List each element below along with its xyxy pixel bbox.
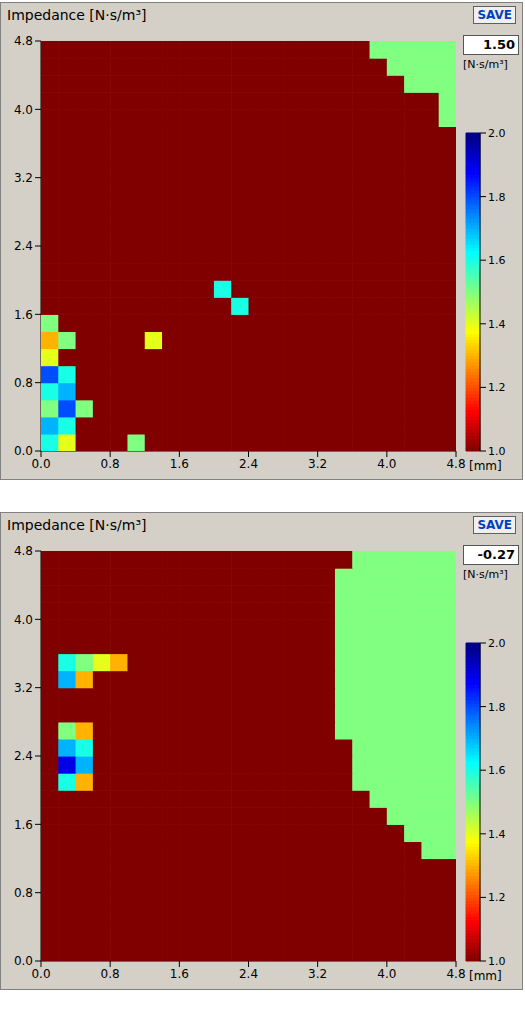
svg-text:2.4: 2.4 [239, 457, 258, 471]
svg-text:0.8: 0.8 [101, 457, 120, 471]
svg-text:0.8: 0.8 [14, 886, 33, 900]
svg-text:1.0: 1.0 [488, 445, 506, 457]
html-text:1.50: 1.50 [482, 37, 515, 52]
svg-text:2.4: 2.4 [14, 239, 33, 253]
svg-text:0.0: 0.0 [14, 954, 33, 968]
svg-text:4.8: 4.8 [14, 34, 33, 48]
svg-text:1.2: 1.2 [488, 891, 506, 904]
html-text:-0.27: -0.27 [477, 547, 515, 562]
svg-text:1.2: 1.2 [488, 381, 506, 394]
svg-text:1.6: 1.6 [14, 818, 33, 832]
html-text:Impedance [N·s/m³]: Impedance [N·s/m³] [7, 517, 147, 533]
svg-text:4.8: 4.8 [14, 544, 33, 558]
html-text:SAVE: SAVE [477, 518, 512, 532]
svg-text:3.2: 3.2 [308, 967, 327, 981]
html-text:[mm]: [mm] [469, 969, 502, 983]
svg-text:4.0: 4.0 [377, 457, 396, 471]
svg-text:4.0: 4.0 [14, 613, 33, 627]
html-text:[mm]: [mm] [469, 459, 502, 473]
svg-text:4.8: 4.8 [446, 967, 465, 981]
svg-text:2.0: 2.0 [488, 127, 506, 140]
svg-text:1.6: 1.6 [170, 457, 189, 471]
svg-text:1.6: 1.6 [488, 764, 506, 777]
svg-text:1.6: 1.6 [170, 967, 189, 981]
svg-text:3.2: 3.2 [14, 681, 33, 695]
html-text:[N·s/m³]: [N·s/m³] [463, 568, 508, 581]
svg-text:4.0: 4.0 [14, 103, 33, 117]
html-text:SAVE: SAVE [477, 8, 512, 22]
svg-text:1.4: 1.4 [488, 318, 506, 331]
svg-text:0.8: 0.8 [101, 967, 120, 981]
svg-text:1.8: 1.8 [488, 701, 506, 714]
svg-text:0.8: 0.8 [14, 376, 33, 390]
svg-text:1.4: 1.4 [488, 828, 506, 841]
svg-text:3.2: 3.2 [308, 457, 327, 471]
svg-text:0.0: 0.0 [31, 457, 50, 471]
svg-text:1.6: 1.6 [488, 254, 506, 267]
svg-text:2.0: 2.0 [488, 637, 506, 650]
svg-text:2.4: 2.4 [14, 749, 33, 763]
svg-text:1.6: 1.6 [14, 308, 33, 322]
svg-text:1.8: 1.8 [488, 191, 506, 204]
svg-text:0.0: 0.0 [31, 967, 50, 981]
svg-text:4.0: 4.0 [377, 967, 396, 981]
svg-text:2.4: 2.4 [239, 967, 258, 981]
svg-text:4.8: 4.8 [446, 457, 465, 471]
html-text:[N·s/m³]: [N·s/m³] [463, 58, 508, 71]
svg-text:3.2: 3.2 [14, 171, 33, 185]
svg-text:0.0: 0.0 [14, 444, 33, 458]
html-text:Impedance [N·s/m³]: Impedance [N·s/m³] [7, 7, 147, 23]
svg-text:1.0: 1.0 [488, 955, 506, 967]
